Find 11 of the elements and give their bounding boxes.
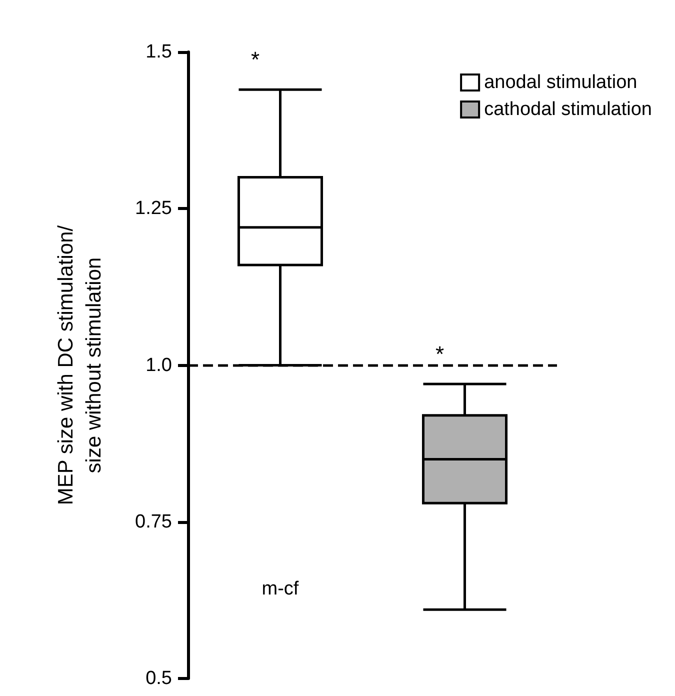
x-tick-label: m-cf [262, 578, 300, 600]
annotation: * [251, 47, 260, 72]
y-tick-label: 1.5 [146, 42, 172, 62]
annotation: * [436, 342, 445, 367]
y-tick-label: 0.75 [135, 511, 172, 532]
legend-label: cathodal stimulation [484, 99, 652, 120]
legend-label: anodal stimulation [484, 72, 638, 93]
y-tick-label: 1.25 [135, 198, 172, 220]
y-tick-label: 1.0 [146, 354, 172, 376]
y-tick-label: 0.5 [146, 668, 172, 689]
y-axis-title: MEP size with DC stimulation/ size without stimulation [54, 225, 106, 506]
